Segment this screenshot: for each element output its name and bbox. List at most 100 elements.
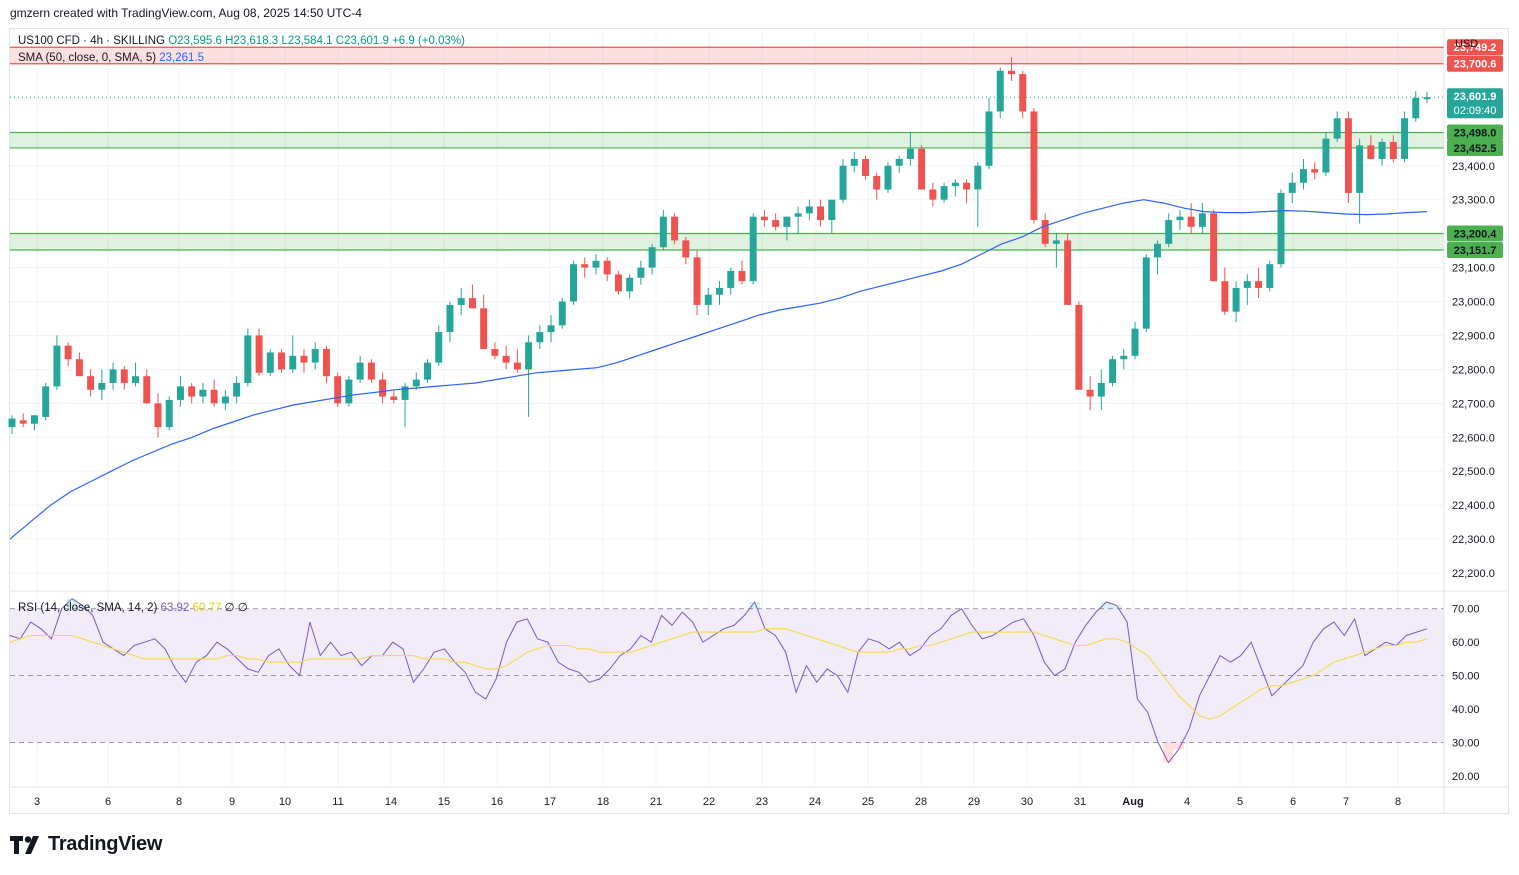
candle-body bbox=[334, 376, 342, 404]
candle-body bbox=[1086, 389, 1094, 397]
candle-body bbox=[1019, 74, 1027, 112]
time-tick-label: 25 bbox=[862, 796, 874, 808]
candle-body bbox=[1153, 243, 1161, 258]
zone-price-tag bbox=[1447, 242, 1503, 259]
candle-body bbox=[210, 389, 218, 404]
candle-body bbox=[862, 158, 869, 176]
candle-body bbox=[75, 359, 83, 377]
candle-body bbox=[233, 382, 241, 397]
sma-line bbox=[9, 199, 1428, 540]
candle-body bbox=[424, 362, 431, 380]
candle-body bbox=[1198, 213, 1206, 227]
price-tick-label: 22,900.0 bbox=[1452, 330, 1495, 342]
candle-body bbox=[1243, 281, 1251, 288]
sma-value: 23,261.5 bbox=[159, 52, 205, 64]
candle-body bbox=[98, 382, 106, 390]
candle-body bbox=[401, 386, 409, 400]
zone-price-tag bbox=[1447, 39, 1503, 56]
rsi-overbought-fill bbox=[66, 598, 78, 609]
rsi-value: 63.92 bbox=[160, 602, 190, 614]
rsi-overbought-fill bbox=[1111, 605, 1122, 609]
rsi-tick-label: 50.00 bbox=[1452, 671, 1480, 683]
candle-body bbox=[716, 287, 723, 295]
rsi-overbought-fill bbox=[749, 602, 760, 609]
time-tick-label: 22 bbox=[703, 796, 715, 808]
candle-body bbox=[1401, 118, 1409, 159]
candle-body bbox=[1120, 355, 1128, 360]
rsi-ma-value: 60.77 bbox=[192, 602, 222, 614]
candle-body bbox=[322, 349, 330, 377]
legend-close: C23,601.9 bbox=[335, 35, 389, 47]
candle-body bbox=[1389, 142, 1397, 159]
candle-body bbox=[109, 369, 117, 383]
candle-body bbox=[626, 277, 634, 292]
candle-body bbox=[817, 206, 825, 221]
candle-body bbox=[435, 332, 443, 363]
tradingview-logo-icon bbox=[10, 835, 39, 854]
candle-body bbox=[1288, 182, 1296, 193]
candle-body bbox=[468, 298, 476, 309]
candle-body bbox=[772, 220, 780, 227]
candle-body bbox=[457, 298, 465, 305]
rsi-overbought-fill bbox=[77, 605, 88, 609]
candle-body bbox=[132, 376, 140, 383]
candle-body bbox=[1030, 111, 1038, 221]
candles bbox=[8, 57, 1431, 438]
candle-body bbox=[805, 206, 813, 214]
axes: 22,200.0 22,300.0 22,400.0 22,500.0 22,600.0… bbox=[10, 29, 1508, 813]
candle-body bbox=[682, 240, 690, 258]
time-tick-label: 8 bbox=[176, 796, 182, 808]
candle-body bbox=[345, 379, 353, 404]
rsi-tick-label: 30.00 bbox=[1452, 738, 1480, 750]
price-tick-label: 22,400.0 bbox=[1452, 500, 1495, 512]
time-tick-label: 10 bbox=[279, 796, 291, 808]
candle-body bbox=[1176, 216, 1184, 221]
time-tick-label: 24 bbox=[809, 796, 821, 808]
candle-body bbox=[120, 369, 128, 383]
candle-body bbox=[884, 165, 892, 190]
time-tick-label: 30 bbox=[1021, 796, 1033, 808]
brand-name: TradingView bbox=[48, 833, 163, 855]
candle-body bbox=[1266, 264, 1274, 288]
candle-body bbox=[1008, 70, 1015, 75]
time-tick-label: 15 bbox=[438, 796, 450, 808]
price-tick-label: 22,500.0 bbox=[1452, 466, 1495, 478]
time-tick-label: 31 bbox=[1074, 796, 1086, 808]
candle-body bbox=[749, 216, 757, 282]
candle-body bbox=[951, 182, 959, 187]
legend-high: H23,618.3 bbox=[225, 35, 279, 47]
rsi-extra: ∅ ∅ bbox=[224, 602, 248, 614]
candle-body bbox=[8, 418, 16, 428]
candle-body bbox=[581, 264, 589, 268]
candle-body bbox=[1142, 257, 1150, 329]
time-tick-label: 8 bbox=[1395, 796, 1401, 808]
candle-body bbox=[446, 304, 454, 333]
candle-body bbox=[570, 264, 577, 302]
candle-body bbox=[87, 376, 95, 390]
candle-body bbox=[1041, 220, 1049, 244]
candle-body bbox=[244, 335, 252, 383]
candle-body bbox=[19, 420, 27, 424]
candle-body bbox=[1356, 145, 1364, 193]
candle-body bbox=[1187, 216, 1195, 227]
candle-body bbox=[1097, 382, 1105, 397]
time-tick-label: 5 bbox=[1237, 796, 1243, 808]
candle-body bbox=[491, 349, 499, 356]
candle-body bbox=[42, 386, 50, 417]
countdown-label: 02:09:40 bbox=[1454, 105, 1497, 117]
rsi-oversold-fill bbox=[1173, 742, 1184, 750]
candle-body bbox=[895, 158, 903, 166]
currency-label[interactable]: USD bbox=[1455, 38, 1479, 50]
zone-price-tag bbox=[1447, 55, 1503, 72]
rsi-oversold-fill bbox=[1163, 742, 1174, 763]
candle-body bbox=[558, 301, 566, 326]
candle-body bbox=[974, 165, 982, 190]
candle-body bbox=[760, 216, 768, 221]
price-tick-label: 22,800.0 bbox=[1452, 364, 1495, 376]
candle-body bbox=[839, 165, 847, 200]
candle-body bbox=[1344, 118, 1352, 193]
candle-body bbox=[603, 260, 611, 275]
legend-low: L23,584.1 bbox=[281, 35, 333, 47]
candle-body bbox=[918, 148, 926, 190]
